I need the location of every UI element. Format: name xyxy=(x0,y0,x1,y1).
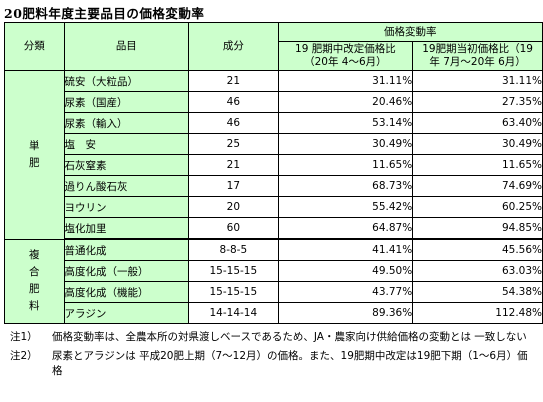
group-char: 複 xyxy=(29,249,40,262)
start-price-rate-cell: 60.25% xyxy=(412,196,543,218)
composition-cell: 60 xyxy=(188,217,279,240)
mid-revision-rate-cell: 49.50% xyxy=(277,260,414,282)
price-change-table: 分類 品目 成分 価格変動率 19 肥期中改定価格比 （20年 4～6月） 19… xyxy=(4,22,543,324)
note-2: 注2） 尿素とアラジンは 平成20肥上期（7～12月）の価格。また、19肥期中改… xyxy=(10,349,535,379)
item-cell: 尿素（輸入） xyxy=(63,112,190,134)
start-price-rate-cell: 63.03% xyxy=(412,260,543,282)
group-compound-fertilizer: 複合肥料 xyxy=(4,238,65,324)
start-price-rate-cell: 54.38% xyxy=(412,281,543,303)
start-price-rate-cell: 63.40% xyxy=(412,112,543,134)
mid-revision-rate-cell: 31.11% xyxy=(277,70,414,92)
table-row: 塩 安 25 30.49% 30.49% xyxy=(5,133,543,155)
header-mid-revision: 19 肥期中改定価格比 （20年 4～6月） xyxy=(277,41,414,71)
group-char: 合 xyxy=(29,266,40,279)
item-cell: 尿素（国産） xyxy=(63,91,190,113)
table-row: 過りん酸石灰 17 68.73% 74.69% xyxy=(5,175,543,197)
header-mid-line-1: 19 肥期中改定価格比 xyxy=(295,43,396,55)
start-price-rate-cell: 30.49% xyxy=(412,133,543,155)
header-row-2: 19 肥期中改定価格比 （20年 4～6月） 19肥期当初価格比（19 年 7月… xyxy=(5,41,543,71)
item-cell: 過りん酸石灰 xyxy=(63,175,190,197)
start-price-rate-cell: 11.65% xyxy=(412,154,543,176)
table-row: 複合肥料普通化成 8-8-5 41.41% 45.56% xyxy=(4,238,543,324)
note-2-text: 尿素とアラジンは 平成20肥上期（7～12月）の価格。また、19肥期中改定は19… xyxy=(52,350,528,377)
table-row: ヨウリン 20 55.42% 60.25% xyxy=(5,196,543,218)
mid-revision-rate-cell: 64.87% xyxy=(277,217,414,240)
item-cell: 石灰窒素 xyxy=(63,154,190,176)
mid-revision-rate-cell: 43.77% xyxy=(277,281,414,303)
header-row-1: 分類 品目 成分 価格変動率 xyxy=(4,22,543,71)
note-2-label: 注2） xyxy=(10,350,38,362)
composition-cell: 15-15-15 xyxy=(188,281,279,303)
header-item: 品目 xyxy=(63,22,190,71)
table-row: 尿素（輸入） 46 53.14% 63.40% xyxy=(5,112,543,134)
item-cell: 塩化加里 xyxy=(63,217,190,240)
table-row: 塩化加里 60 64.87% 94.85% xyxy=(5,217,543,240)
start-price-rate-cell: 27.35% xyxy=(412,91,543,113)
group-char: 料 xyxy=(29,300,40,313)
composition-cell: 46 xyxy=(188,112,279,134)
composition-cell: 46 xyxy=(188,91,279,113)
group-single-fertilizer: 単肥 xyxy=(4,70,65,240)
start-price-rate-cell: 112.48% xyxy=(412,302,543,324)
table-row: 高度化成（一般） 15-15-15 49.50% 63.03% xyxy=(5,260,543,282)
start-price-rate-cell: 45.56% xyxy=(412,238,543,261)
header-category: 分類 xyxy=(4,22,65,71)
table-row: アラジン 14-14-14 89.36% 112.48% xyxy=(5,302,543,324)
start-price-rate-cell: 74.69% xyxy=(412,175,543,197)
header-change-rate: 価格変動率 xyxy=(277,22,543,42)
composition-cell: 14-14-14 xyxy=(188,302,279,324)
header-composition: 成分 xyxy=(188,22,279,71)
table-row: 尿素（国産） 46 20.46% 27.35% xyxy=(5,91,543,113)
item-cell: アラジン xyxy=(63,302,190,324)
composition-cell: 25 xyxy=(188,133,279,155)
group-char: 単 xyxy=(29,139,40,152)
mid-revision-rate-cell: 30.49% xyxy=(277,133,414,155)
composition-cell: 21 xyxy=(188,154,279,176)
item-cell: 塩 安 xyxy=(63,133,190,155)
header-start-line-1: 19肥期当初価格比（19 xyxy=(422,43,533,55)
mid-revision-rate-cell: 89.36% xyxy=(277,302,414,324)
mid-revision-rate-cell: 11.65% xyxy=(277,154,414,176)
mid-revision-rate-cell: 41.41% xyxy=(277,238,414,261)
composition-cell: 15-15-15 xyxy=(188,260,279,282)
mid-revision-rate-cell: 53.14% xyxy=(277,112,414,134)
item-cell: 高度化成（機能） xyxy=(63,281,190,303)
header-start-line-2: 年 7月～20年 6月） xyxy=(429,56,526,68)
page-title: 20肥料年度主要品目の価格変動率 xyxy=(4,6,205,21)
header-mid-line-2: （20年 4～6月） xyxy=(304,56,387,68)
composition-cell: 20 xyxy=(188,196,279,218)
table-row: 石灰窒素 21 11.65% 11.65% xyxy=(5,154,543,176)
mid-revision-rate-cell: 68.73% xyxy=(277,175,414,197)
composition-cell: 17 xyxy=(188,175,279,197)
start-price-rate-cell: 31.11% xyxy=(412,70,543,92)
header-start-price: 19肥期当初価格比（19 年 7月～20年 6月） xyxy=(412,41,543,71)
composition-cell: 8-8-5 xyxy=(188,238,279,261)
note-1-text: 価格変動率は、全農本所の対県渡しベースであるため、JA・農家向け供給価格の変動と… xyxy=(52,331,527,343)
mid-revision-rate-cell: 55.42% xyxy=(277,196,414,218)
note-1: 注1） 価格変動率は、全農本所の対県渡しベースであるため、JA・農家向け供給価格… xyxy=(10,330,535,345)
item-cell: 普通化成 xyxy=(63,238,190,261)
note-1-label: 注1） xyxy=(10,331,38,343)
item-cell: 硫安（大粒品） xyxy=(63,70,190,92)
group-char: 肥 xyxy=(29,283,40,296)
notes: 注1） 価格変動率は、全農本所の対県渡しベースであるため、JA・農家向け供給価格… xyxy=(10,330,535,383)
item-cell: 高度化成（一般） xyxy=(63,260,190,282)
start-price-rate-cell: 94.85% xyxy=(412,217,543,240)
group-char: 肥 xyxy=(29,156,40,169)
composition-cell: 21 xyxy=(188,70,279,92)
table-row: 単肥硫安（大粒品） 21 31.11% 31.11% xyxy=(4,70,543,240)
item-cell: ヨウリン xyxy=(63,196,190,218)
mid-revision-rate-cell: 20.46% xyxy=(277,91,414,113)
table-row: 高度化成（機能） 15-15-15 43.77% 54.38% xyxy=(5,281,543,303)
